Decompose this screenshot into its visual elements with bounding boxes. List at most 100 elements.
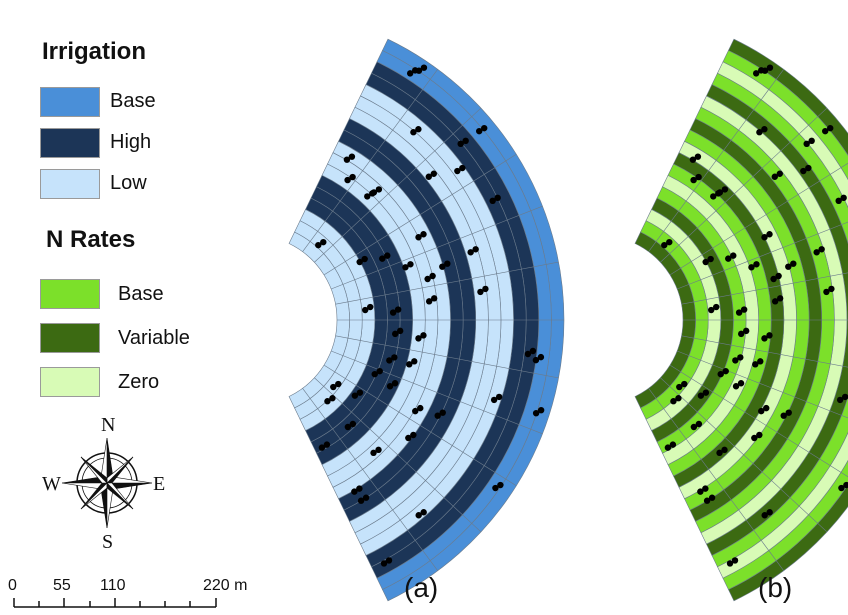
n-rate-sample-point xyxy=(770,275,777,283)
irrigation-sample-point xyxy=(412,407,419,415)
n-rate-sample-point xyxy=(732,357,739,364)
n-rate-sample-point xyxy=(681,380,688,388)
n-rate-sample-point xyxy=(666,238,673,246)
n-rate-sample-point xyxy=(757,358,764,365)
n-rate-sample-point xyxy=(735,309,743,316)
irrigation-sample-point xyxy=(439,263,446,270)
irrigation-sample-point xyxy=(415,512,422,519)
irrigation-sample-point xyxy=(430,295,438,302)
irrigation-base-swatch xyxy=(40,87,100,117)
irrigation-sample-point xyxy=(454,167,461,175)
irrigation-sample-point xyxy=(490,396,498,404)
irrigation-sample-point xyxy=(405,434,412,442)
n-rate-sample-point xyxy=(808,137,815,145)
irrigation-sample-point xyxy=(320,238,327,246)
irrigation-sample-point xyxy=(467,249,474,256)
n-rate-sample-point xyxy=(761,234,768,241)
irrigation-sample-point xyxy=(411,358,418,365)
n-rate-sample-point xyxy=(702,485,709,492)
irrigation-sample-point xyxy=(537,406,545,414)
irrigation-sample-point xyxy=(356,485,363,492)
n-rate-sample-point xyxy=(748,264,755,271)
irrigation-sample-point xyxy=(367,303,374,311)
irrigation-sample-point xyxy=(482,285,489,293)
irrigation-sample-point xyxy=(391,380,399,387)
n-rate-sample-point xyxy=(740,306,748,313)
n-rate-sample-point xyxy=(756,129,763,136)
n-rate-sample-point xyxy=(737,380,745,387)
irrigation-sample-point xyxy=(371,370,378,378)
irrigation-sample-point xyxy=(385,557,393,564)
n-rates-legend-title: N Rates xyxy=(46,226,136,253)
irrigation-sample-point xyxy=(481,124,488,132)
n-rate-sample-point xyxy=(713,303,720,311)
irrigation-sample-point xyxy=(472,246,479,253)
n-rate-sector-line xyxy=(681,272,848,305)
n-rate-sample-point xyxy=(766,509,773,516)
irrigation-sample-point xyxy=(343,156,351,163)
n-rate-sample-point xyxy=(716,449,723,457)
irrigation-sector-line xyxy=(302,69,438,252)
irrigation-sample-point xyxy=(415,67,423,74)
irrigation-sample-point xyxy=(344,176,351,184)
panel-label-a: (a) xyxy=(404,572,439,603)
n-rate-sample-point xyxy=(702,258,709,266)
irrigation-base-label: Base xyxy=(110,90,156,112)
irrigation-sector-line xyxy=(302,388,438,571)
n-rate-sample-point xyxy=(800,167,807,175)
irrigation-sample-point xyxy=(348,153,356,160)
n-rate-sample-point xyxy=(726,560,734,567)
irrigation-sample-point xyxy=(420,332,427,339)
n-rate-sample-point xyxy=(751,434,758,442)
n-rate-sample-point xyxy=(843,481,848,489)
n-rate-sample-point xyxy=(771,298,779,305)
n-rate-sample-point xyxy=(761,126,768,133)
n-rate-sample-point xyxy=(836,396,844,404)
n-rate-sample-point xyxy=(708,494,716,501)
irrigation-sample-point xyxy=(351,392,359,399)
irrigation-sample-point xyxy=(537,353,545,361)
n-rate-sample-point xyxy=(776,170,783,177)
compass-east-label: E xyxy=(153,473,166,495)
n-rate-sample-point xyxy=(835,197,842,205)
irrigation-sample-point xyxy=(386,383,394,390)
n-rate-sector-line xyxy=(677,221,848,290)
irrigation-sample-point xyxy=(410,129,417,136)
irrigation-sector-line xyxy=(314,107,482,263)
n-rate-sector-line xyxy=(660,377,828,533)
n-rate-sample-point xyxy=(761,335,768,342)
n-rate-sample-point xyxy=(818,246,825,253)
irrigation-sample-point xyxy=(344,423,352,431)
irrigation-sample-point xyxy=(406,70,414,77)
irrigation-sector-line xyxy=(323,154,517,276)
n-rate-sample-point xyxy=(828,285,835,293)
irrigation-sample-point xyxy=(329,395,336,402)
irrigation-sample-point xyxy=(420,231,427,238)
irrigation-sample-point xyxy=(495,393,503,401)
panel-label-b: (b) xyxy=(758,572,793,603)
irrigation-low-swatch xyxy=(40,169,100,199)
irrigation-sample-point xyxy=(494,194,501,202)
irrigation-sample-point xyxy=(386,357,393,364)
n-rate-sample-point xyxy=(670,398,677,405)
n-rate-sample-point xyxy=(771,173,778,180)
irrigation-sample-point xyxy=(529,347,537,355)
n-rate-sector-line xyxy=(681,335,848,368)
n-rate-sample-point xyxy=(695,173,702,181)
irrigation-sample-point xyxy=(492,484,499,492)
n-rate-sample-point xyxy=(689,156,697,163)
n-rate-sample-point xyxy=(721,186,729,193)
irrigation-sample-point xyxy=(356,389,364,396)
n-rate-sample-point xyxy=(776,295,784,302)
n-rate-sample-point xyxy=(695,420,703,428)
n-rate-sample-point xyxy=(669,441,677,448)
n-rate-sample-point xyxy=(766,64,774,71)
irrigation-sector-line xyxy=(323,364,517,486)
n-rate-sample-point xyxy=(664,444,672,451)
irrigation-sample-point xyxy=(394,306,402,313)
n-rate-sample-point xyxy=(737,354,744,361)
irrigation-sample-point xyxy=(415,335,422,342)
irrigation-sample-point xyxy=(356,258,363,266)
n-rate-sample-point xyxy=(697,488,704,495)
irrigation-sample-point xyxy=(370,189,378,196)
